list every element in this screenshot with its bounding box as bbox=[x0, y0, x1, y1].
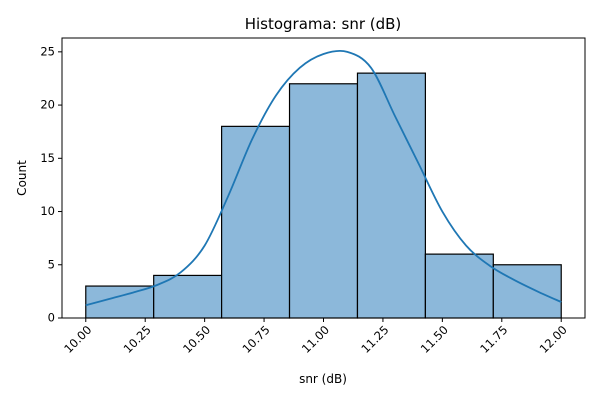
bars-layer bbox=[85, 72, 562, 319]
x-tick-label: 10.25 bbox=[121, 323, 154, 356]
histogram-bar-3 bbox=[221, 125, 291, 319]
histogram-bar-6 bbox=[424, 253, 494, 319]
histogram-bar-5 bbox=[356, 72, 426, 319]
chart-title: Histograma: snr (dB) bbox=[245, 15, 402, 33]
x-tick-label: 12.00 bbox=[537, 323, 570, 356]
x-axis-label: snr (dB) bbox=[299, 372, 347, 386]
y-tick-label: 25 bbox=[40, 44, 55, 58]
histogram-bar-4 bbox=[288, 83, 359, 319]
y-tick-label: 10 bbox=[40, 204, 55, 218]
x-tick-label: 10.50 bbox=[180, 323, 213, 356]
x-tick-label: 11.75 bbox=[477, 323, 510, 356]
y-axis-label: Count bbox=[15, 160, 29, 196]
kde-curve bbox=[85, 49, 562, 307]
y-tick-label: 20 bbox=[40, 98, 55, 112]
y-tick-label: 0 bbox=[48, 311, 55, 325]
x-tick-label: 10.75 bbox=[239, 323, 272, 356]
kde-layer bbox=[85, 49, 562, 307]
histogram-bar-7 bbox=[492, 264, 562, 319]
x-tick-label: 11.50 bbox=[418, 323, 451, 356]
x-tick-label: 11.25 bbox=[358, 323, 391, 356]
y-tick-label: 5 bbox=[48, 257, 55, 271]
x-tick-label: 11.00 bbox=[299, 323, 332, 356]
x-tick-label: 10.00 bbox=[61, 323, 94, 356]
y-tick-label: 15 bbox=[40, 151, 55, 165]
